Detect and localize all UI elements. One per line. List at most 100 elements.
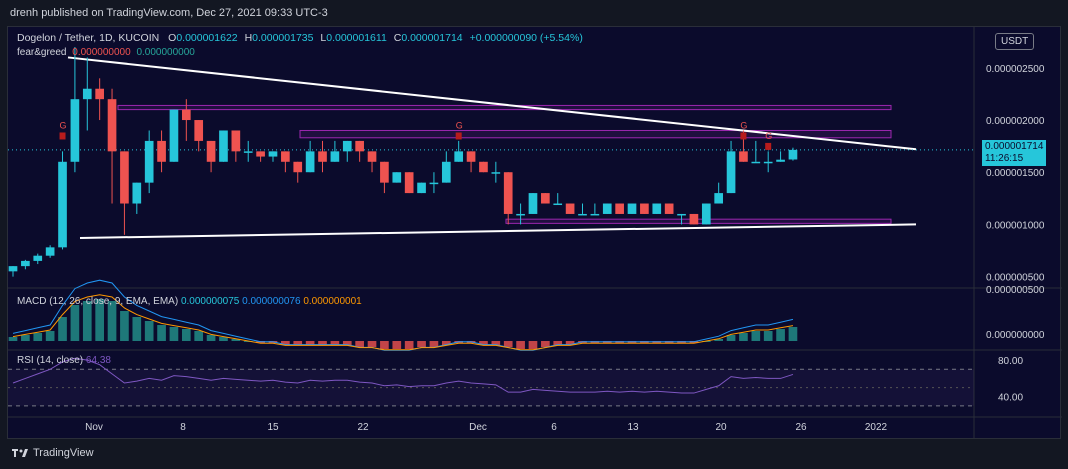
- currency-button[interactable]: USDT: [995, 33, 1035, 50]
- candle-body: [367, 151, 377, 162]
- candle-body: [305, 151, 315, 173]
- time-tick-label: 22: [357, 422, 369, 433]
- macd-histogram-bar: [726, 335, 736, 341]
- candle-body: [627, 203, 637, 214]
- candle-body: [58, 161, 67, 248]
- macd-histogram-bar: [181, 329, 191, 341]
- macd-histogram-bar: [380, 341, 389, 349]
- candle-body: [714, 193, 724, 204]
- candle-body: [107, 99, 117, 152]
- tradingview-logo[interactable]: TradingView: [12, 447, 94, 459]
- macd-histogram-bar: [553, 341, 563, 345]
- macd-histogram-bar: [8, 337, 18, 341]
- ascending-trendline: [79, 223, 917, 239]
- macd-histogram-bar: [231, 339, 241, 341]
- candle-body: [95, 88, 104, 100]
- candle-body: [739, 151, 748, 162]
- macd-histogram-bar: [194, 331, 204, 341]
- candle-body: [640, 203, 649, 214]
- macd-histogram-bar: [107, 301, 117, 341]
- brand-name: TradingView: [33, 447, 94, 459]
- candle-body: [281, 151, 290, 162]
- footer: TradingView: [0, 439, 1068, 469]
- ohlc-close-label: C: [393, 32, 402, 44]
- ohlc-low-label: L: [320, 32, 327, 44]
- candle-body: [45, 247, 55, 256]
- macd-histogram-bar: [58, 317, 67, 341]
- candle-body: [528, 193, 538, 214]
- ohlc-low: 0.000001611: [326, 32, 387, 44]
- macd-tick-label: 0.000000000: [986, 330, 1045, 341]
- rsi-legend: RSI (14, close) 64.38: [17, 355, 111, 366]
- signal-marker-label: G: [60, 120, 67, 130]
- macd-histogram-bar: [367, 341, 377, 347]
- last-price-countdown: 11:26:15: [985, 153, 1024, 164]
- macd-histogram-bar: [281, 341, 290, 345]
- macd-histogram-bar: [21, 335, 30, 341]
- signal-marker: [765, 142, 772, 150]
- resistance-zone: [117, 104, 892, 111]
- macd-histogram-bar: [206, 335, 216, 341]
- price-tick-label: 0.000002000: [986, 116, 1045, 127]
- macd-tick-label: 0.000000500: [986, 285, 1045, 296]
- chart-canvas[interactable]: 0.000002500 0.000002000 0.000001500 0.00000…: [8, 27, 1062, 440]
- macd-histogram-bar: [565, 341, 575, 345]
- candle-body: [491, 172, 501, 174]
- chart-frame[interactable]: 0.000002500 0.000002000 0.000001500 0.00000…: [7, 26, 1062, 440]
- candle-body: [689, 213, 699, 225]
- macd-value-1: 0.000000075: [180, 296, 240, 307]
- macd-histogram-bar: [776, 329, 785, 341]
- macd-histogram-bar: [120, 311, 129, 341]
- macd-histogram-bar: [541, 341, 550, 347]
- candle-body: [565, 203, 575, 214]
- ohlc-change: +0.000000090 (+5.54%): [469, 32, 583, 44]
- candle-body: [652, 203, 662, 214]
- price-tick-label: 0.000001500: [986, 168, 1045, 179]
- candle-body: [293, 161, 303, 173]
- candle-body: [466, 151, 476, 162]
- signal-marker-label: G: [765, 131, 772, 141]
- macd-histogram-bar: [516, 341, 525, 349]
- candle-body: [454, 151, 464, 162]
- macd-histogram-bar: [45, 331, 55, 341]
- last-price-value: 0.000001714: [985, 141, 1044, 152]
- indicator-value-2: 0.000000000: [136, 47, 195, 58]
- price-tick-label: 0.000002500: [986, 64, 1045, 75]
- resistance-zone: [505, 218, 892, 224]
- macd-histogram-bar: [491, 341, 501, 345]
- candle-body: [330, 151, 340, 162]
- candle-body: [404, 172, 414, 194]
- signal-marker-label: G: [456, 120, 463, 130]
- time-tick-label: 6: [551, 422, 557, 433]
- macd-label: MACD (12, 26, close, 9, EMA, EMA): [17, 296, 179, 307]
- candle-body: [120, 151, 129, 204]
- candle-body: [751, 161, 761, 164]
- macd-histogram-bar: [342, 341, 352, 345]
- candle-body: [268, 151, 278, 157]
- symbol-legend: Dogelon / Tether, 1D, KUCOIN O0.00000162…: [17, 32, 583, 44]
- macd-histogram-bar: [318, 341, 327, 345]
- macd-signal-line: [12, 294, 794, 351]
- macd-histogram-bar: [355, 341, 364, 347]
- macd-histogram-bar: [82, 301, 92, 341]
- descending-trendline: [67, 56, 917, 151]
- candle-body: [157, 140, 166, 162]
- macd-histogram-bar: [169, 327, 179, 341]
- candle-body: [194, 120, 204, 141]
- candle-body: [701, 203, 711, 225]
- candle-body: [82, 88, 92, 100]
- signal-marker: [59, 132, 66, 140]
- time-tick-label: 2022: [865, 422, 888, 433]
- symbol-title: Dogelon / Tether, 1D, KUCOIN: [17, 32, 160, 44]
- macd-histogram-bar: [144, 321, 154, 341]
- rsi-value: 64.38: [85, 355, 111, 366]
- macd-histogram-bar: [293, 341, 303, 345]
- candle-body: [677, 213, 686, 216]
- candle-body: [181, 109, 191, 121]
- macd-histogram-bar: [441, 341, 451, 345]
- ohlc-close: 0.000001714: [401, 32, 463, 44]
- candle-body: [219, 130, 228, 162]
- signal-marker: [455, 132, 462, 140]
- candle-body: [776, 159, 785, 162]
- ohlc-open-label: O: [168, 32, 177, 44]
